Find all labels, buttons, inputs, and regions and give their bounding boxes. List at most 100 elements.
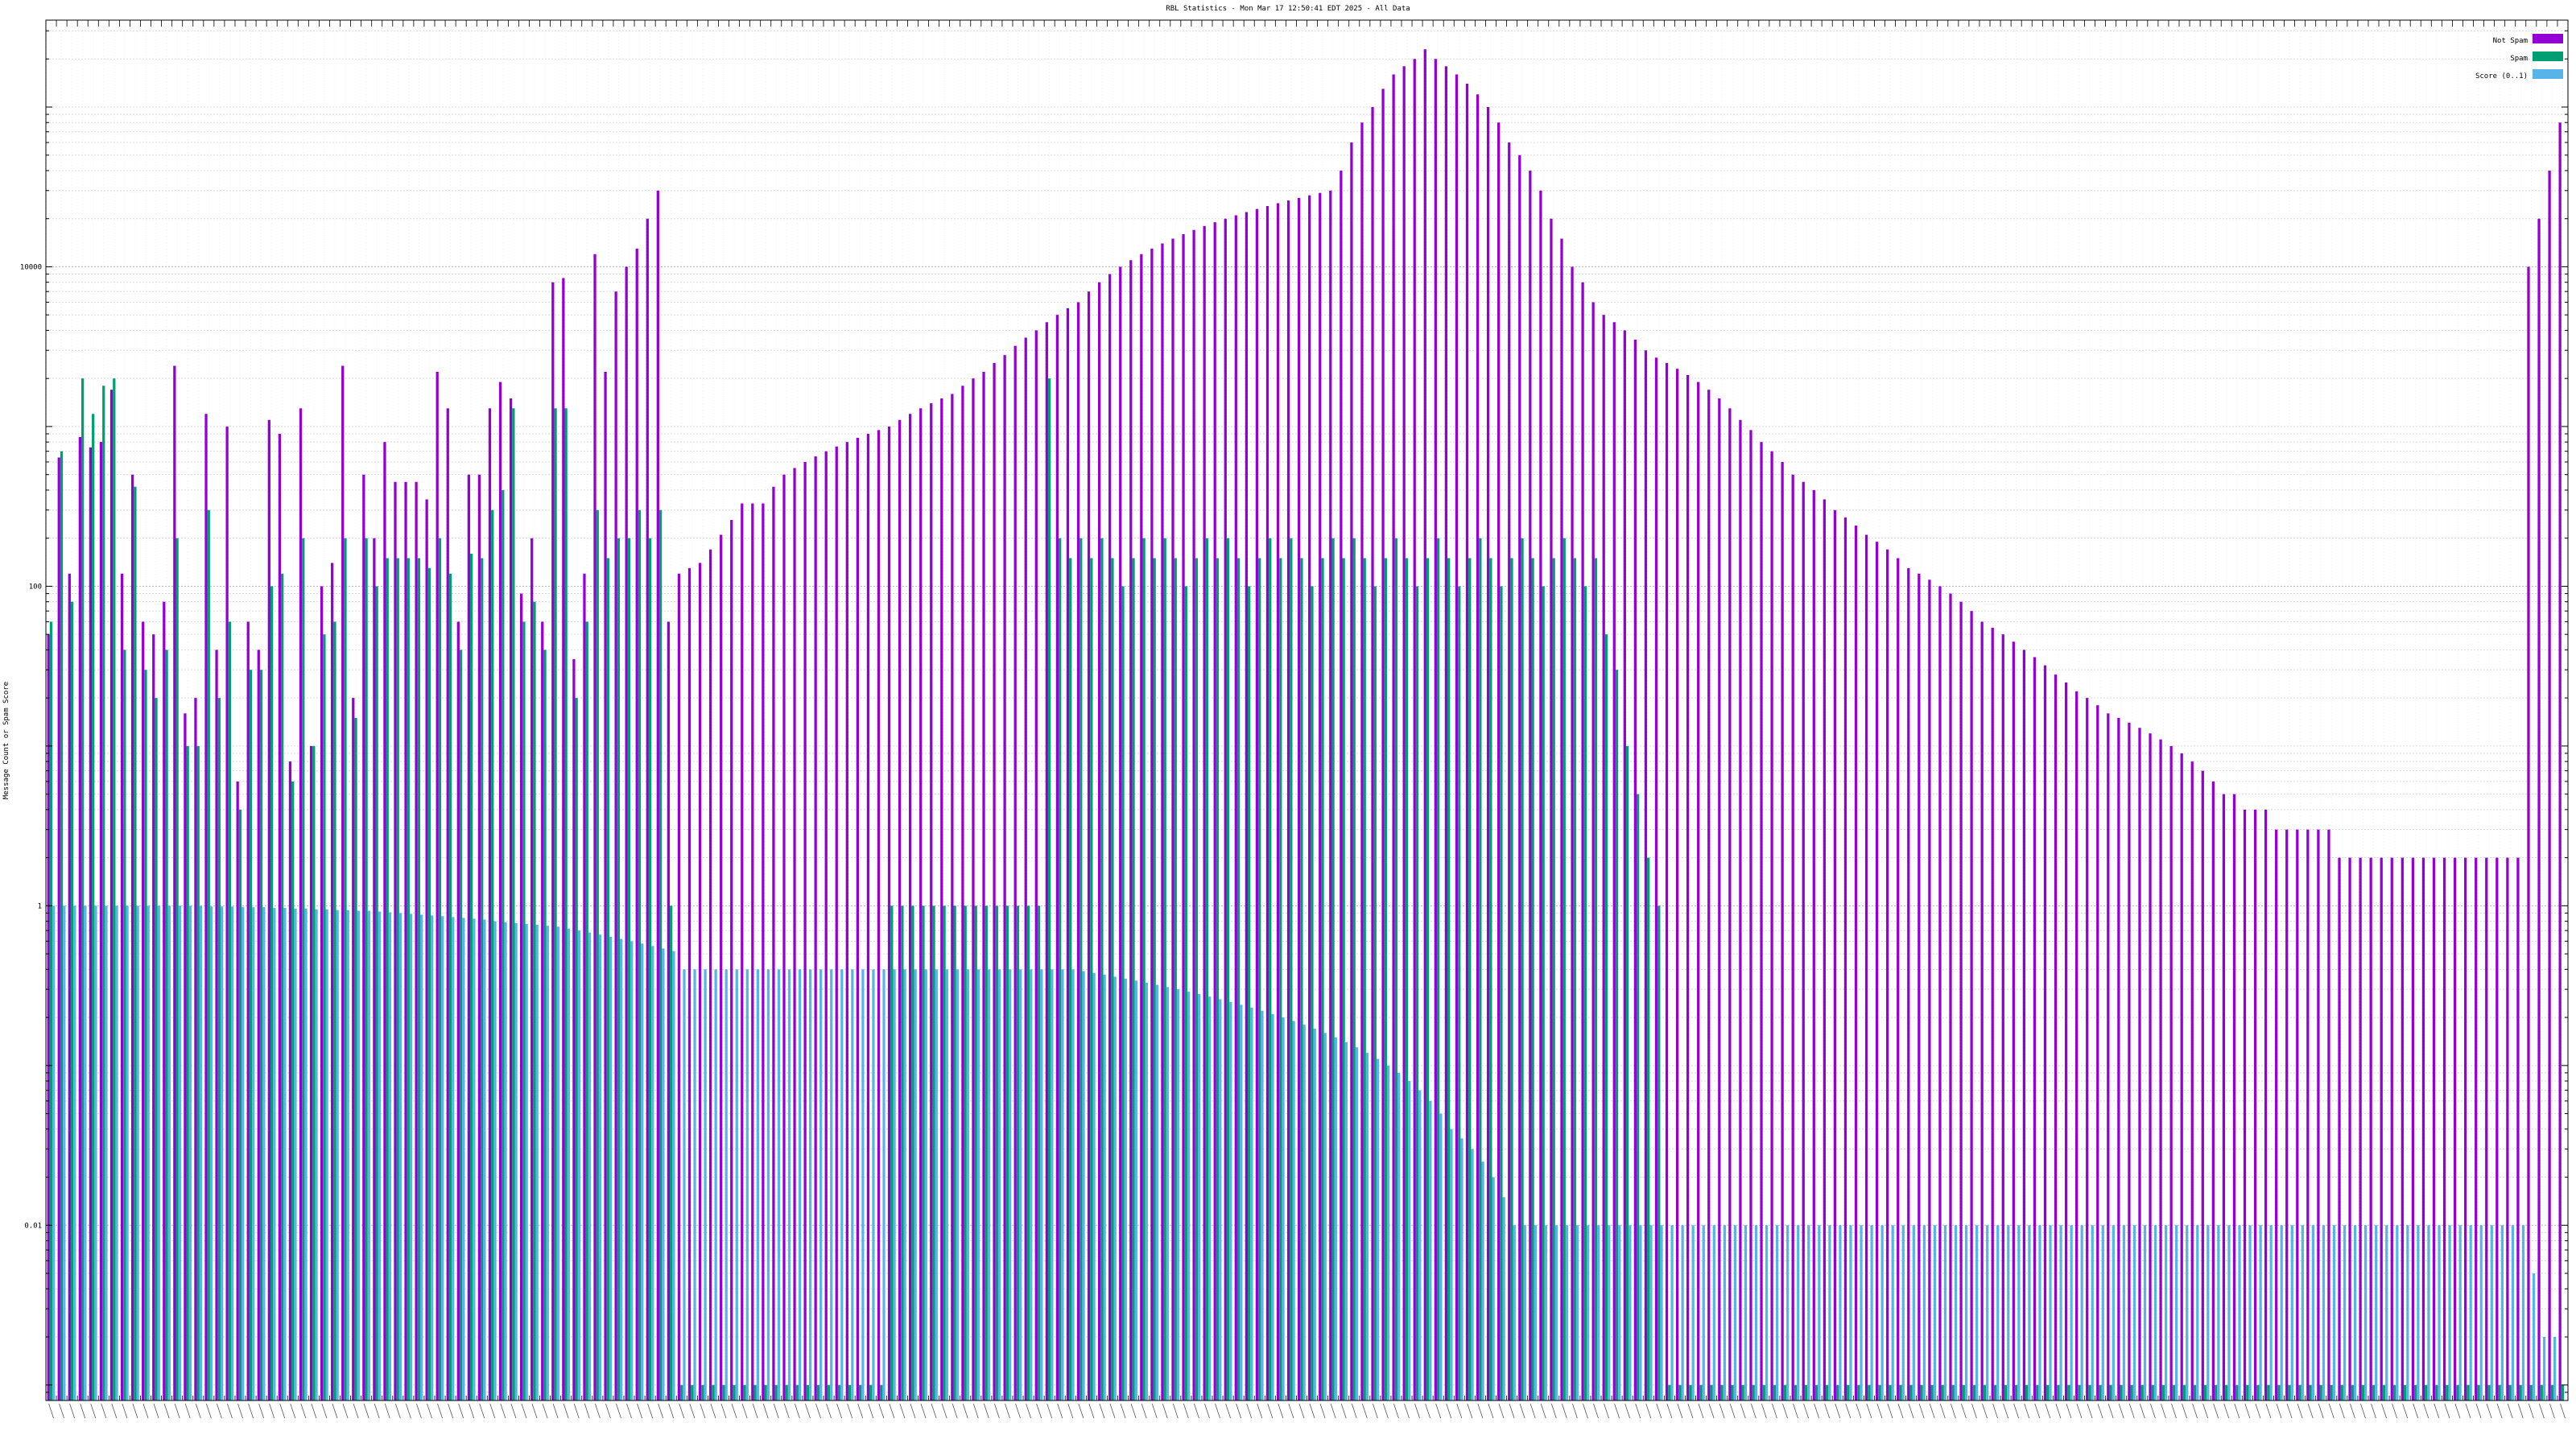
- bar-not-spam: [1728, 408, 1732, 1400]
- bar-score-0-1-: [609, 936, 613, 1400]
- bar-spam: [80, 378, 85, 1401]
- bar-spam: [459, 650, 463, 1400]
- bar-not-spam: [2421, 857, 2425, 1400]
- x-tick-label-mark: [752, 1403, 758, 1419]
- bar-spam: [1625, 745, 1629, 1400]
- bar-score-0-1-: [976, 969, 980, 1400]
- x-tick-label-mark: [962, 1403, 968, 1419]
- bar-not-spam: [2201, 770, 2204, 1400]
- bar-score-0-1-: [1608, 1225, 1611, 1400]
- bar-score-0-1-: [1250, 1008, 1253, 1400]
- x-tick-label-mark: [174, 1403, 180, 1419]
- bar-spam: [1405, 558, 1409, 1400]
- bar-not-spam: [2264, 809, 2268, 1400]
- bar-score-0-1-: [157, 905, 160, 1400]
- bar-not-spam: [1182, 233, 1185, 1401]
- bar-score-0-1-: [2490, 1225, 2493, 1400]
- bar-score-0-1-: [2175, 1225, 2178, 1400]
- x-tick-label-mark: [1540, 1403, 1546, 1419]
- x-tick-label-mark: [195, 1403, 201, 1419]
- bar-spam: [743, 1384, 746, 1400]
- bar-spam: [1069, 558, 1072, 1400]
- bar-spam: [2078, 1384, 2081, 1400]
- bar-spam: [1899, 1384, 1902, 1400]
- bar-spam: [1236, 558, 1241, 1400]
- y-tick-label: 100: [29, 583, 42, 591]
- bar-spam: [658, 509, 663, 1400]
- x-tick-label-mark: [2560, 1403, 2566, 1419]
- x-tick-label-mark: [731, 1403, 737, 1419]
- x-tick-label-mark: [290, 1403, 296, 1419]
- x-tick-label-mark: [2034, 1403, 2041, 1419]
- x-tick-label-mark: [2213, 1403, 2219, 1419]
- bar-spam: [1290, 538, 1293, 1400]
- bar-score-0-1-: [346, 910, 349, 1400]
- bar-not-spam: [331, 563, 334, 1400]
- bar-score-0-1-: [724, 969, 728, 1400]
- x-tick-label-mark: [1761, 1403, 1767, 1419]
- bar-not-spam: [2496, 857, 2499, 1400]
- bar-score-0-1-: [2385, 1225, 2388, 1400]
- bar-not-spam: [1360, 122, 1364, 1400]
- bar-spam: [1279, 558, 1282, 1400]
- bar-not-spam: [646, 218, 649, 1401]
- bar-spam: [816, 1384, 820, 1400]
- x-tick-label-mark: [1340, 1403, 1347, 1419]
- bar-score-0-1-: [2301, 1225, 2304, 1400]
- legend-swatch: [2533, 69, 2563, 79]
- bar-not-spam: [1854, 525, 1858, 1400]
- bar-score-0-1-: [1429, 1100, 1432, 1400]
- bar-not-spam: [2169, 745, 2173, 1400]
- bar-spam: [2529, 1384, 2533, 1400]
- x-tick-label-mark: [132, 1403, 138, 1419]
- bar-spam: [2225, 1384, 2228, 1400]
- bar-score-0-1-: [1261, 1010, 1264, 1400]
- x-tick-label-mark: [1404, 1403, 1410, 1419]
- x-tick-label-mark: [1078, 1403, 1084, 1419]
- bar-spam: [1542, 586, 1545, 1400]
- x-tick-label-mark: [2434, 1403, 2440, 1419]
- bar-spam: [2446, 1384, 2449, 1400]
- bar-spam: [890, 905, 894, 1400]
- x-tick-label-mark: [689, 1403, 696, 1419]
- x-tick-label-mark: [1225, 1403, 1231, 1419]
- bar-spam: [2235, 1384, 2239, 1400]
- bar-spam: [196, 745, 200, 1400]
- bar-spam: [1426, 558, 1430, 1400]
- bar-score-0-1-: [1492, 1177, 1495, 1400]
- bar-spam: [1090, 558, 1093, 1400]
- bar-score-0-1-: [641, 943, 644, 1400]
- x-tick-label-mark: [1604, 1403, 1609, 1419]
- x-tick-label-mark: [1498, 1403, 1505, 1419]
- bar-score-0-1-: [1040, 969, 1043, 1400]
- bar-score-0-1-: [1124, 978, 1127, 1400]
- bar-not-spam: [1171, 238, 1174, 1400]
- bar-score-0-1-: [2070, 1225, 2073, 1400]
- bar-score-0-1-: [2196, 1225, 2199, 1400]
- bar-score-0-1-: [756, 969, 759, 1400]
- bar-spam: [1604, 634, 1608, 1400]
- bar-spam: [2182, 1384, 2186, 1400]
- x-tick-label-mark: [2339, 1403, 2345, 1419]
- x-tick-label-mark: [1099, 1403, 1105, 1419]
- bar-not-spam: [1140, 254, 1143, 1400]
- x-tick-label-mark: [2097, 1403, 2103, 1419]
- bar-spam: [134, 486, 137, 1400]
- bar-score-0-1-: [2322, 1225, 2326, 1400]
- x-tick-label-mark: [1729, 1403, 1736, 1419]
- x-tick-label-mark: [2486, 1403, 2492, 1419]
- bar-not-spam: [667, 621, 671, 1400]
- bar-spam: [1941, 1384, 1944, 1400]
- x-tick-label-mark: [1351, 1403, 1357, 1419]
- bar-score-0-1-: [914, 969, 917, 1400]
- x-tick-label-mark: [878, 1403, 885, 1419]
- x-tick-label-mark: [437, 1403, 443, 1419]
- bar-spam: [1016, 905, 1020, 1400]
- bar-not-spam: [1444, 66, 1448, 1400]
- bar-not-spam: [951, 394, 954, 1401]
- bar-spam: [575, 698, 578, 1400]
- x-tick-label-mark: [2107, 1403, 2114, 1419]
- legend-label: Spam: [2510, 55, 2528, 63]
- bar-score-0-1-: [1082, 971, 1085, 1400]
- bar-score-0-1-: [935, 969, 938, 1400]
